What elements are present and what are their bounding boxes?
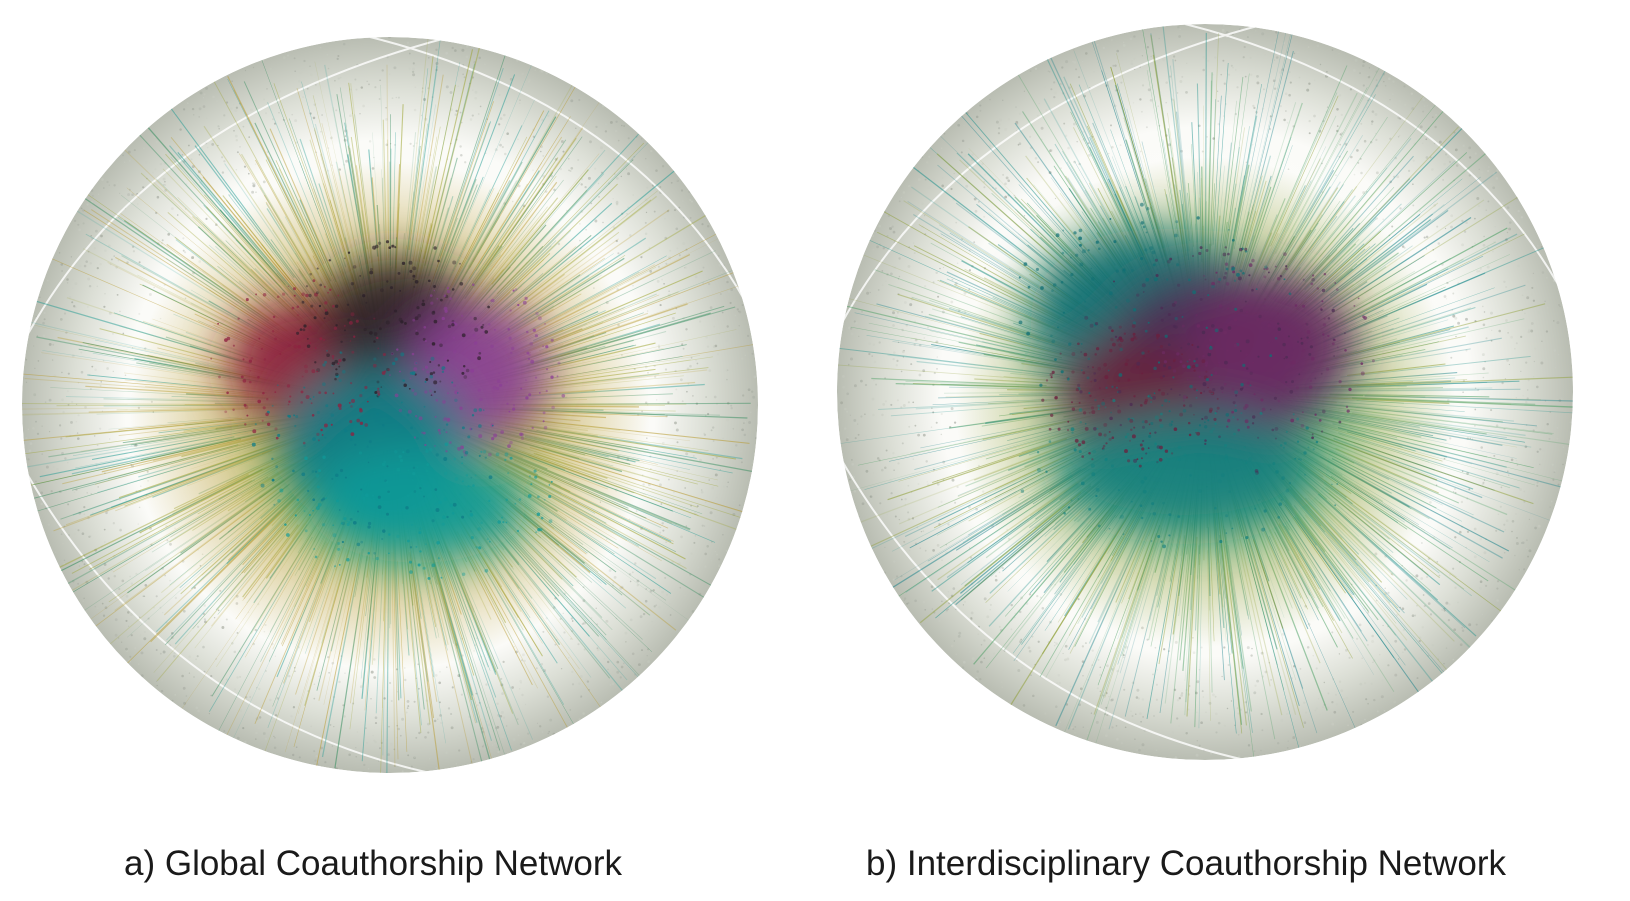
panel-global-network: a) Global Coauthorship Network: [0, 0, 800, 901]
caption-interdisciplinary-network: b) Interdisciplinary Coauthorship Networ…: [866, 844, 1506, 883]
interdisciplinary-coauthorship-network-diagram: [837, 24, 1573, 760]
sphere-arcs: [837, 24, 1573, 760]
rim-speckle: [840, 24, 1572, 759]
community-core: [1185, 273, 1355, 417]
community-cores: [1030, 230, 1355, 530]
global-coauthorship-network-diagram: [22, 37, 758, 773]
node-dots: [210, 240, 566, 580]
community-core: [1055, 410, 1315, 530]
caption-global-network: a) Global Coauthorship Network: [124, 844, 623, 883]
sphere-arcs: [22, 37, 758, 773]
node-dots: [1018, 202, 1375, 549]
community-core: [308, 447, 528, 563]
panel-interdisciplinary-network: b) Interdisciplinary Coauthorship Networ…: [830, 0, 1630, 901]
